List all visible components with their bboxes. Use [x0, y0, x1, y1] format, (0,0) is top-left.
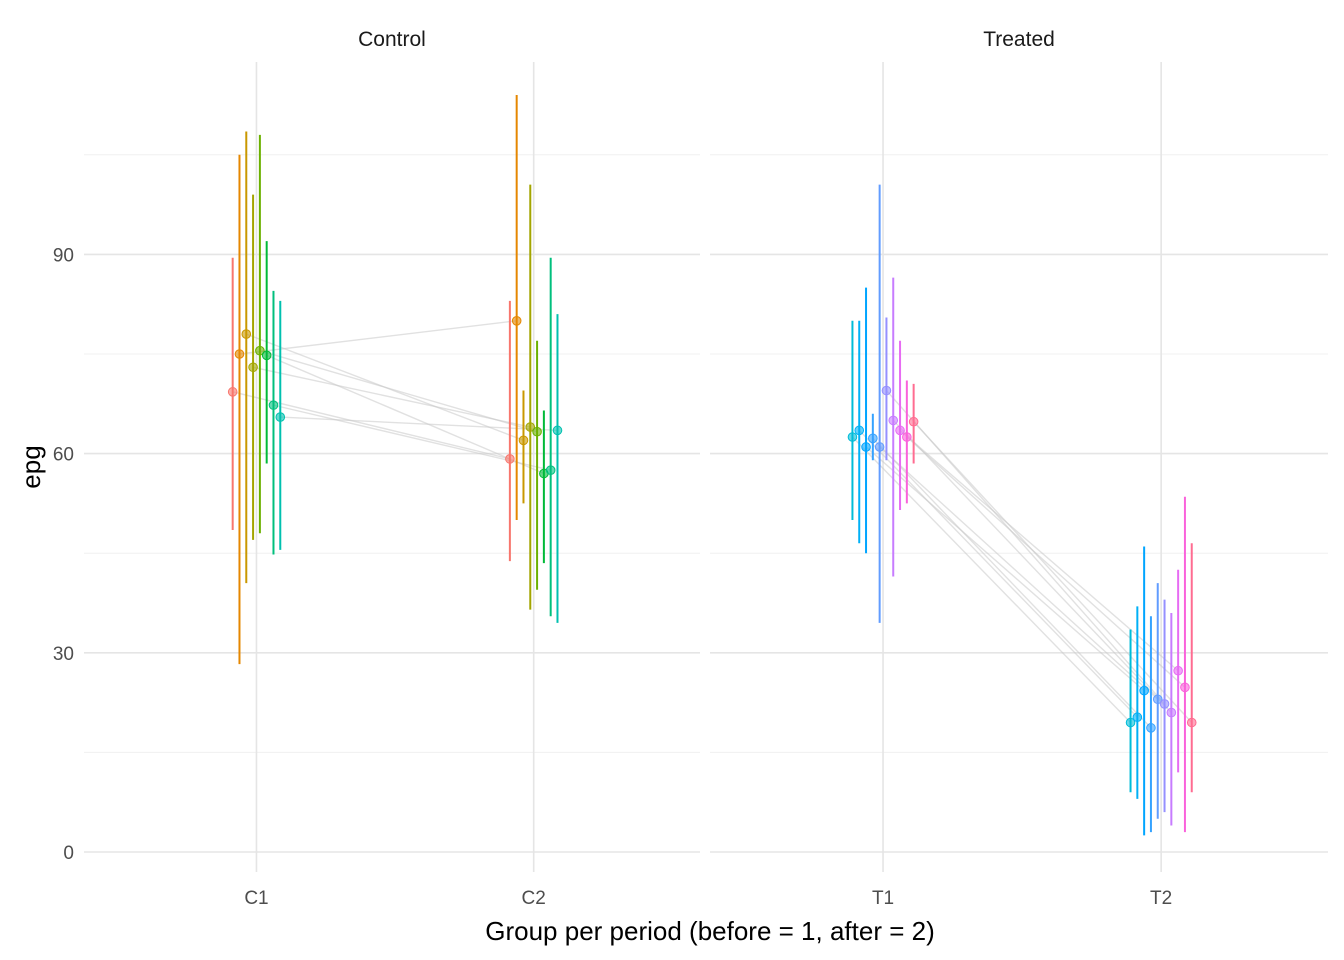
data-point: [241, 329, 252, 339]
data-point: [861, 442, 871, 452]
pair-connector-line: [273, 404, 551, 471]
data-point: [908, 416, 919, 427]
pair-connector-line: [879, 446, 1159, 700]
pair-connector-line: [280, 416, 558, 432]
data-point: [505, 454, 515, 464]
pair-connector-line: [899, 429, 1179, 672]
data-point: [1139, 685, 1149, 696]
data-point: [1152, 694, 1163, 705]
y-tick-label: 90: [53, 245, 74, 266]
data-point: [1132, 712, 1143, 723]
pair-connector-line: [865, 446, 1145, 692]
facet-treated: Treated T1 T2: [710, 28, 1328, 909]
pair-connector-line: [858, 429, 1138, 718]
y-tick-label: 30: [53, 644, 74, 665]
data-point: [268, 400, 279, 410]
data-point: [1125, 717, 1136, 728]
data-point: [552, 425, 563, 436]
pair-connector-line: [906, 436, 1186, 688]
data-point: [248, 362, 258, 373]
facet-control: Control C1 C2: [84, 28, 700, 909]
facets-layer: 0 30 60 90 Control C1 C2 Treated T1 T2: [53, 28, 1328, 909]
pair-connector-line: [892, 419, 1172, 714]
pair-connector-line: [232, 391, 511, 460]
data-point: [874, 442, 885, 452]
data-point: [261, 350, 272, 361]
pair-connector-line: [872, 437, 1152, 729]
data-point: [518, 435, 529, 446]
data-point: [234, 349, 245, 359]
x-tick-label: C1: [244, 888, 268, 909]
data-point: [1186, 717, 1197, 728]
y-tick-label: 60: [53, 445, 74, 466]
x-tick-label: T1: [872, 888, 894, 909]
data-point: [1173, 665, 1183, 676]
y-tick-label: 0: [63, 843, 74, 864]
data-point: [1180, 682, 1190, 693]
data-point: [525, 422, 536, 432]
data-point: [227, 387, 238, 397]
data-point: [511, 316, 522, 326]
data-point: [847, 432, 858, 442]
data-point: [895, 425, 905, 436]
facet-strip-title: Control: [358, 28, 426, 51]
data-point: [532, 426, 542, 437]
data-point: [255, 345, 265, 356]
data-point: [545, 465, 556, 476]
x-tick-label: C2: [522, 888, 546, 909]
data-point: [902, 432, 912, 442]
pair-connector-line: [252, 366, 531, 428]
data-point: [868, 433, 878, 444]
pair-connector-line: [913, 421, 1193, 723]
data-point: [888, 415, 899, 426]
facet-strip-title: Treated: [983, 28, 1055, 51]
data-point: [854, 425, 865, 436]
pair-connector-line: [266, 354, 545, 475]
pair-connector-line: [851, 436, 1132, 724]
data-point: [1159, 699, 1170, 709]
x-tick-label: T2: [1150, 888, 1172, 909]
y-axis-title: epg: [16, 445, 46, 488]
pair-connector-line: [259, 350, 538, 433]
x-axis-title: Group per period (before = 1, after = 2): [485, 916, 934, 946]
data-point: [1166, 707, 1177, 718]
data-point: [275, 412, 286, 422]
data-point: [881, 385, 892, 396]
data-point: [1146, 723, 1156, 733]
